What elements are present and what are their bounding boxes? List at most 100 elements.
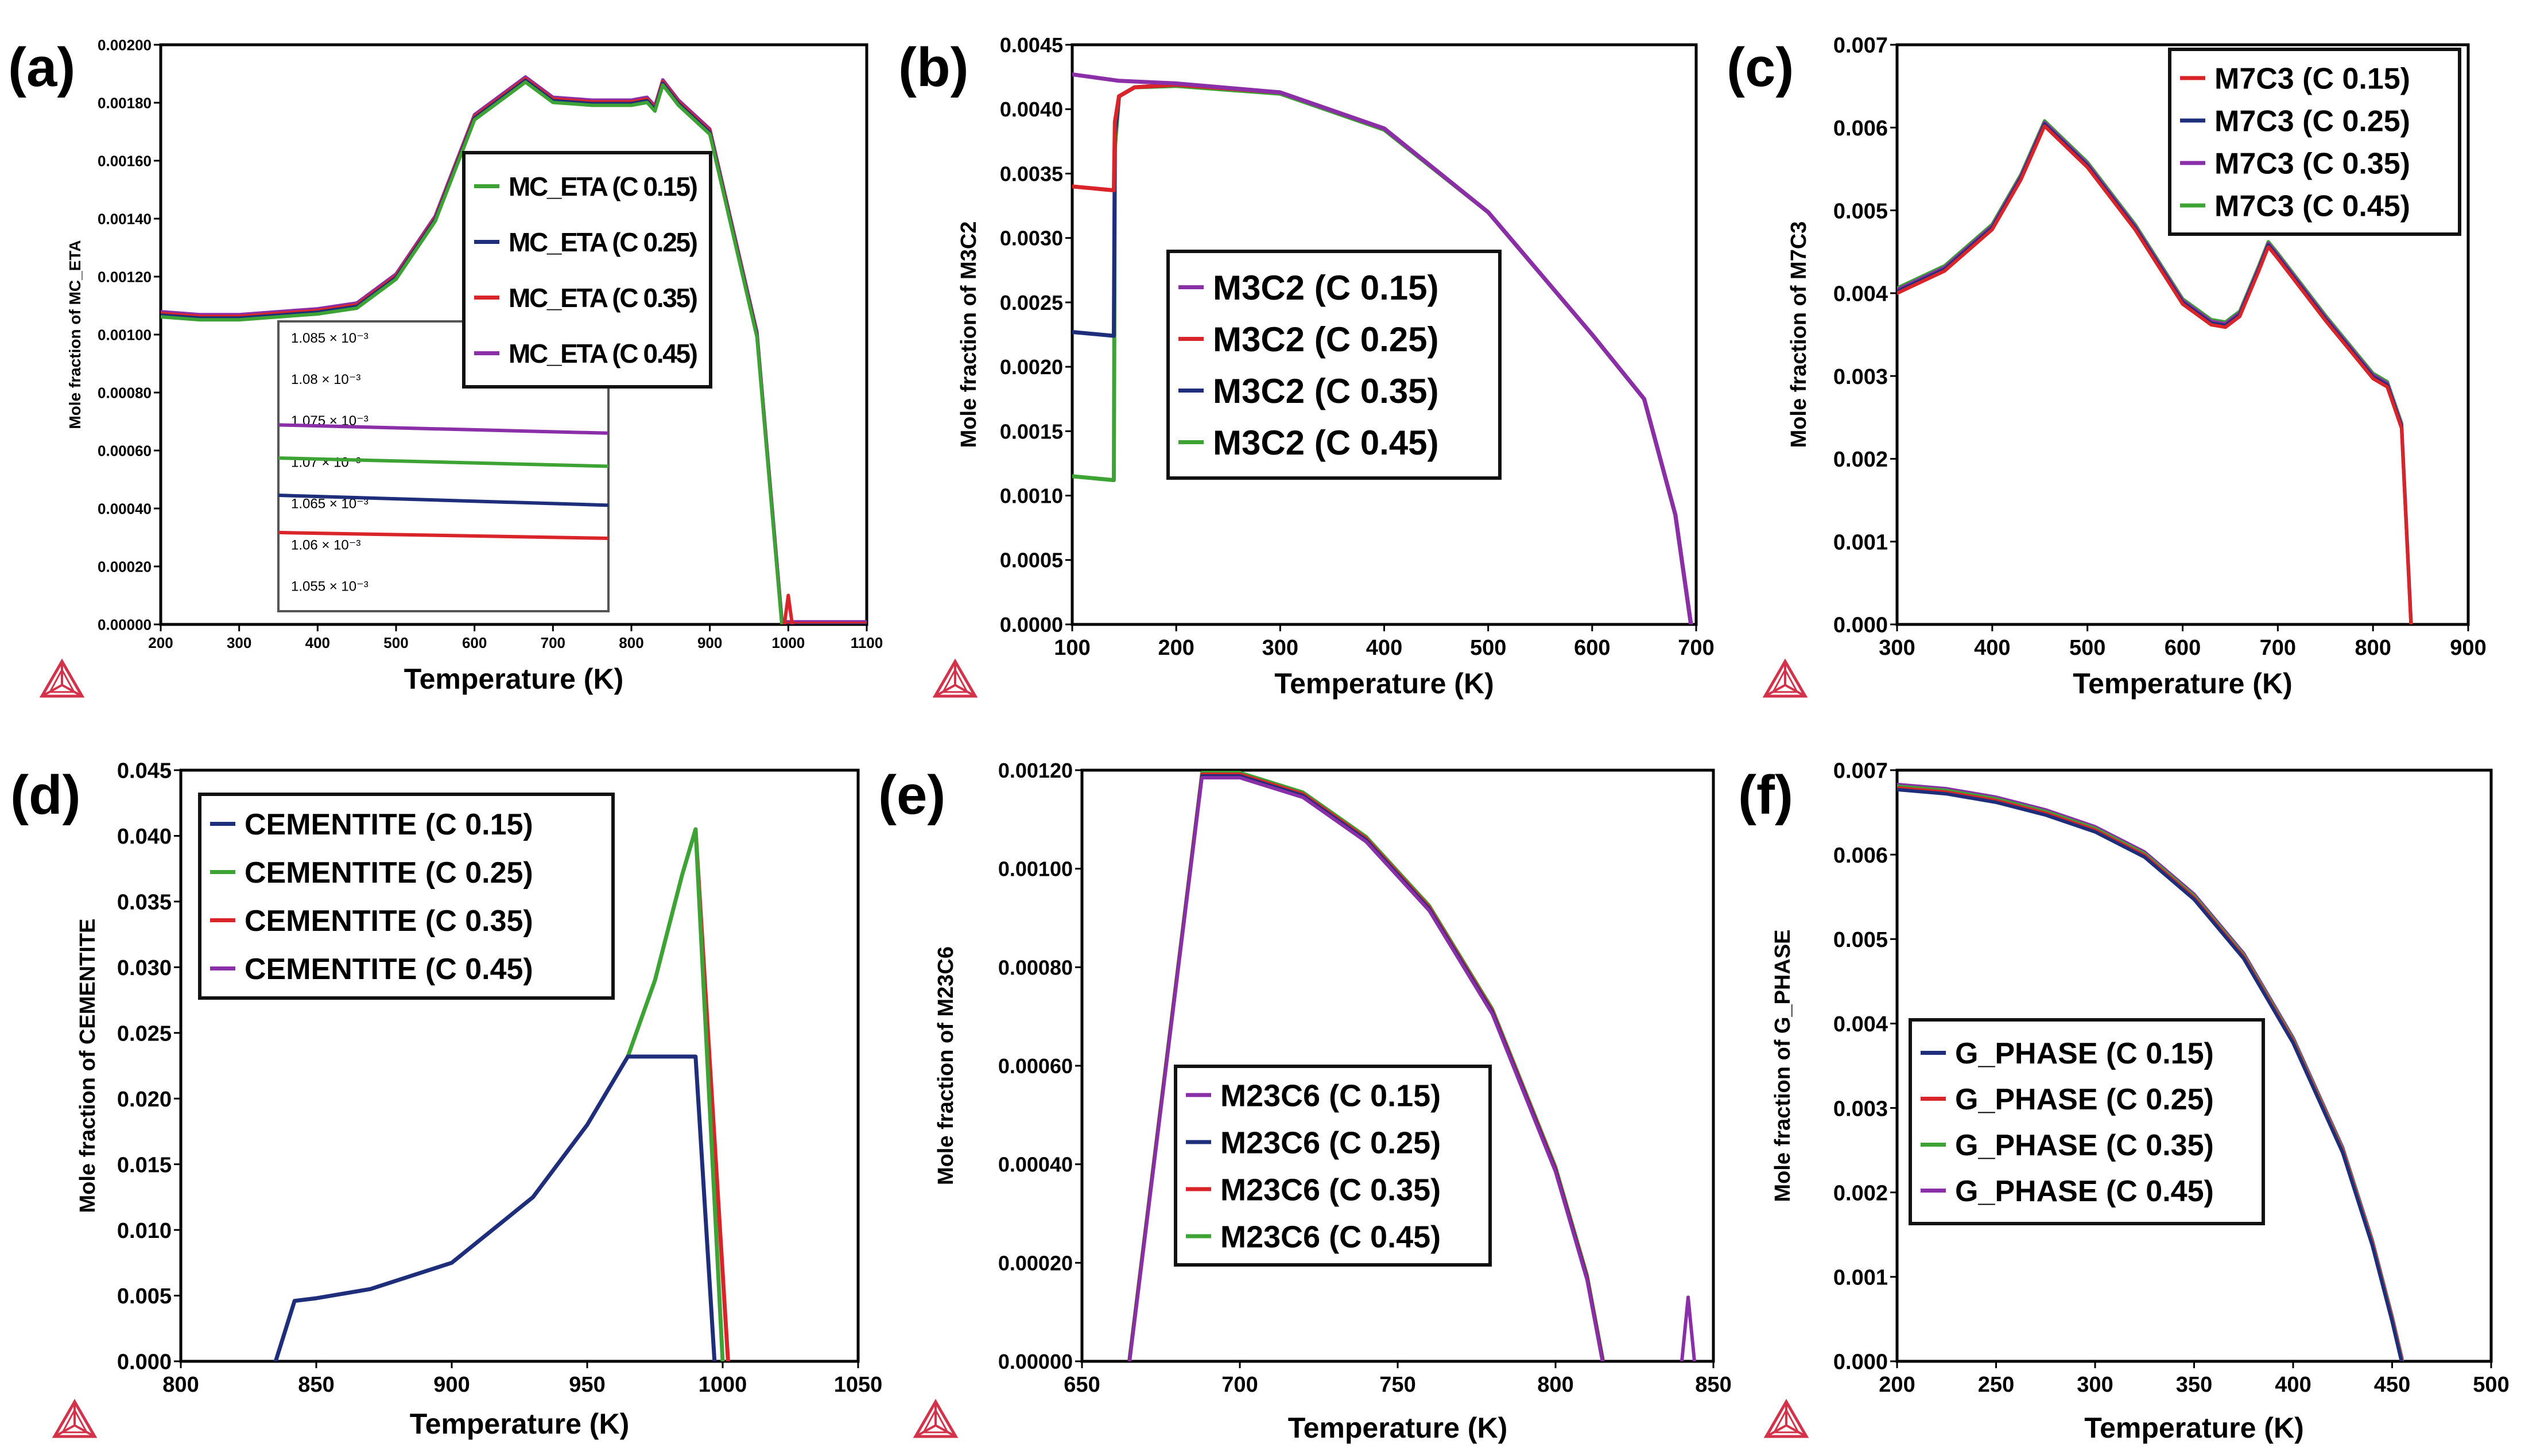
- x-tick-label: 200: [148, 634, 173, 651]
- chart-panel-c: (c) 300 400 500 600 700 800 900 0.000 0.001 0.002 0…: [1727, 34, 2487, 700]
- inset-y-tick-label: 1.06 × 10⁻³: [291, 538, 360, 553]
- x-tick-label: 1000: [771, 634, 805, 651]
- x-tick-label: 350: [2176, 1373, 2212, 1397]
- legend-entry: M3C2 (C 0.45): [1213, 424, 1438, 462]
- series-line-green: [161, 80, 784, 624]
- y-tick-label: 0.00160: [98, 152, 152, 169]
- chart-panel-d: (d) 800 850 900 950 1000 1050 0.000 0.005 0.010 0.…: [10, 759, 882, 1440]
- y-tick-label: 0.020: [117, 1088, 172, 1112]
- legend: CEMENTITE (C 0.15) CEMENTITE (C 0.25) CEME…: [198, 793, 615, 1000]
- y-tick-label: 0.00100: [98, 326, 152, 343]
- x-axis-label: Temperature (K): [410, 1408, 629, 1440]
- legend-entry: M3C2 (C 0.35): [1213, 372, 1438, 410]
- y-tick-label: 0.00120: [98, 268, 152, 285]
- y-tick-label: 0.0040: [1000, 98, 1063, 121]
- x-tick-label: 700: [2260, 636, 2296, 660]
- y-tick-label: 0.003: [1833, 1097, 1888, 1121]
- x-tick-label: 400: [2275, 1373, 2311, 1397]
- legend-entry: MC_ETA (C 0.35): [509, 283, 698, 313]
- x-tick-label: 400: [305, 634, 330, 651]
- x-axis-label: Temperature (K): [2073, 667, 2292, 700]
- legend-entry: CEMENTITE (C 0.25): [245, 856, 533, 890]
- software-logo-icon: [913, 1399, 959, 1438]
- y-axis-label: Mole fraction of CEMENTITE: [76, 919, 100, 1213]
- y-tick-label: 0.002: [1833, 448, 1888, 472]
- y-tick-label: 0.006: [1833, 844, 1888, 868]
- x-tick-label: 600: [1574, 636, 1610, 660]
- x-tick-label: 950: [569, 1373, 605, 1397]
- legend: M3C2 (C 0.15) M3C2 (C 0.25) M3C2 (C 0.35) M…: [1166, 250, 1502, 480]
- software-logo-icon: [1762, 658, 1808, 698]
- x-tick-label: 1000: [699, 1373, 747, 1397]
- y-tick-label: 0.003: [1833, 365, 1888, 389]
- y-tick-label: 0.0010: [1000, 484, 1063, 508]
- y-tick-label: 0.010: [117, 1219, 172, 1243]
- x-tick-label: 300: [1262, 636, 1298, 660]
- x-tick-label: 700: [1678, 636, 1714, 660]
- inset-line-purple: [278, 423, 609, 435]
- inset-y-tick-label: 1.055 × 10⁻³: [291, 579, 369, 595]
- legend-entry: M3C2 (C 0.15): [1213, 269, 1438, 307]
- x-tick-label: 600: [2165, 636, 2201, 660]
- x-tick-label: 850: [298, 1373, 334, 1397]
- panel-label: (f): [1738, 764, 1793, 826]
- x-tick-label: 200: [1879, 1373, 1915, 1397]
- series-line-red: [1897, 124, 2413, 624]
- legend-entry: CEMENTITE (C 0.15): [245, 808, 533, 841]
- y-tick-label: 0.015: [117, 1153, 172, 1177]
- y-axis-label: Mole fraction of MC_ETA: [66, 240, 84, 429]
- legend-entry: G_PHASE (C 0.45): [1955, 1175, 2214, 1208]
- x-tick-label: 500: [2069, 636, 2105, 660]
- y-tick-label: 0.030: [117, 956, 172, 980]
- y-tick-label: 0.0035: [1000, 162, 1063, 185]
- chart-panel-f: (f) 200 250 300 350 400 450 500 0.000 0.001 0.002 0…: [1738, 759, 2510, 1444]
- inset-line-blue: [278, 494, 609, 507]
- y-tick-label: 0.0025: [1000, 291, 1063, 315]
- series-line-blue: [1897, 787, 2403, 1361]
- y-tick-label: 0.001: [1833, 1266, 1888, 1290]
- chart-panel-b: (b) 100 200 300 400 500 600 700 0.0000 0.0005 0.00…: [898, 33, 1715, 700]
- legend-entry: MC_ETA (C 0.15): [509, 172, 698, 201]
- y-tick-label: 0.025: [117, 1022, 172, 1046]
- series-line-green: [626, 827, 725, 1361]
- legend-entry: M23C6 (C 0.35): [1220, 1172, 1441, 1207]
- spike-line: [1680, 1295, 1696, 1361]
- x-tick-label: 500: [1470, 636, 1506, 660]
- x-tick-label: 800: [619, 634, 643, 651]
- y-tick-label: 0.002: [1833, 1181, 1888, 1205]
- y-tick-label: 0.00140: [98, 210, 152, 227]
- x-tick-label: 100: [1054, 636, 1090, 660]
- y-tick-label: 0.040: [117, 825, 172, 849]
- y-tick-label: 0.005: [117, 1284, 172, 1309]
- x-tick-label: 600: [462, 634, 487, 651]
- x-tick-label: 300: [227, 634, 251, 651]
- software-logo-icon: [39, 658, 85, 698]
- y-tick-label: 0.00080: [998, 956, 1073, 979]
- legend-entry: MC_ETA (C 0.25): [509, 227, 698, 257]
- y-tick-label: 0.00000: [98, 616, 152, 633]
- legend-entry: M7C3 (C 0.35): [2214, 147, 2410, 181]
- chart-panel-a: (a) 200 300 400 500 600 700 800 900 1000 1100 0.000…: [8, 36, 883, 698]
- inset-y-tick-label: 1.085 × 10⁻³: [291, 331, 369, 346]
- spike-line: [782, 593, 794, 624]
- y-axis-label: Mole fraction of M3C2: [957, 222, 981, 448]
- inset-line-red: [278, 530, 609, 541]
- x-tick-label: 500: [383, 634, 408, 651]
- legend-entry: M23C6 (C 0.15): [1220, 1078, 1441, 1113]
- y-tick-label: 0.000: [1833, 614, 1888, 638]
- x-tick-label: 850: [1695, 1373, 1731, 1397]
- y-tick-label: 0.001: [1833, 530, 1888, 554]
- y-tick-label: 0.00200: [98, 36, 152, 53]
- y-axis-label: Mole fraction of M7C3: [1787, 222, 1811, 448]
- x-tick-label: 300: [1879, 636, 1915, 660]
- y-tick-label: 0.00040: [998, 1153, 1073, 1177]
- software-logo-icon: [52, 1399, 98, 1438]
- x-tick-label: 400: [1366, 636, 1402, 660]
- x-tick-label: 700: [541, 634, 565, 651]
- series-line-purple: [1072, 72, 1693, 624]
- y-tick-label: 0.004: [1833, 282, 1888, 306]
- y-tick-label: 0.0015: [1000, 420, 1063, 443]
- x-tick-label: 450: [2374, 1373, 2410, 1397]
- x-axis-label: Temperature (K): [1288, 1412, 1507, 1444]
